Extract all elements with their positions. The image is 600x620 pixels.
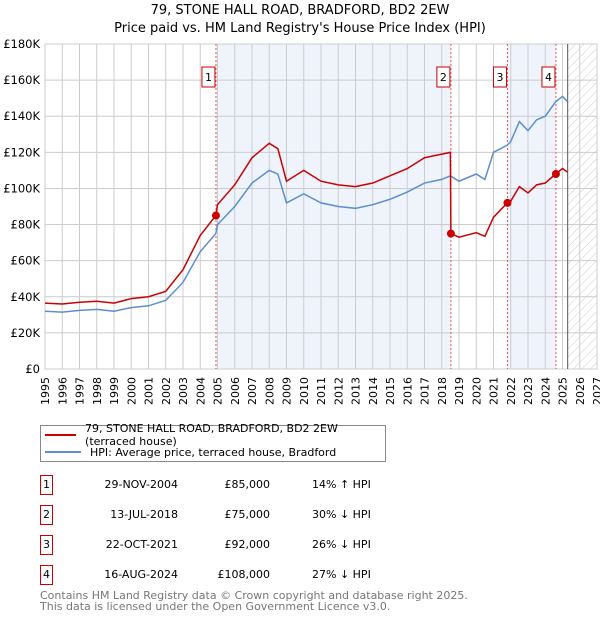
sale-hpi-diff: 26% ↓ HPI [312, 538, 371, 551]
sale-point [446, 229, 455, 238]
x-tick-label: 2026 [574, 377, 587, 405]
sale-date: 16-AUG-2024 [104, 568, 178, 581]
y-tick-label: £140K [3, 109, 40, 123]
x-tick-label: 2021 [488, 377, 501, 405]
sale-row: 3 22-OCT-2021 £92,000 26% ↓ HPI [40, 535, 440, 555]
x-tick-label: 2024 [539, 377, 552, 405]
y-tick-label: £100K [3, 181, 40, 195]
x-tick-label: 2003 [177, 377, 190, 405]
x-tick-label: 2019 [453, 377, 466, 405]
x-tick-label: 2000 [125, 377, 138, 405]
legend-label: 79, STONE HALL ROAD, BRADFORD, BD2 2EW (… [85, 422, 338, 448]
subtitle: Price paid vs. HM Land Registry's House … [114, 21, 486, 36]
property-price-line [44, 142, 569, 305]
legend-swatch [45, 434, 77, 436]
legend-swatch [45, 451, 81, 453]
x-tick-label: 1995 [39, 377, 52, 405]
x-tick-label: 2008 [263, 377, 276, 405]
sale-label: 1 [205, 71, 212, 84]
x-tick-label: 2015 [384, 377, 397, 405]
x-tick-label: 2014 [367, 377, 380, 405]
x-tick-label: 2018 [436, 377, 449, 405]
x-tick-label: 2009 [281, 377, 294, 405]
sale-label-box [201, 66, 216, 88]
x-tick-label: 2002 [160, 377, 173, 405]
x-tick-label: 2017 [419, 377, 432, 405]
sale-date: 13-JUL-2018 [110, 508, 178, 521]
legend: 79, STONE HALL ROAD, BRADFORD, BD2 2EW (… [40, 422, 386, 462]
sale-period-shade [215, 44, 451, 369]
sale-hpi-diff: 14% ↑ HPI [312, 478, 371, 491]
x-tick-label: 1998 [91, 377, 104, 405]
sale-period-shade [507, 44, 556, 369]
forecast-hatch [567, 44, 597, 369]
x-tick-label: 2012 [332, 377, 345, 405]
y-tick-label: £40K [11, 290, 41, 304]
footer-line: Contains HM Land Registry data © Crown c… [40, 589, 468, 602]
sale-label-box [492, 66, 507, 88]
x-tick-label: 2011 [315, 377, 328, 405]
x-tick-label: 2025 [557, 377, 570, 405]
y-tick-label: £180K [3, 37, 40, 51]
legend-item-property: 79, STONE HALL ROAD, BRADFORD, BD2 2EW (… [45, 422, 385, 448]
footer-line: This data is licensed under the Open Gov… [40, 600, 391, 613]
sale-point [551, 170, 560, 178]
x-tick-label: 1999 [108, 377, 121, 405]
sale-row: 1 29-NOV-2004 £85,000 14% ↑ HPI [40, 475, 440, 495]
x-tick-label: 2004 [194, 377, 207, 405]
sale-label: 3 [496, 71, 503, 84]
x-tick-label: 2020 [470, 377, 483, 405]
price-chart: 1995 1996 1997 1998 1999 2000 2001 2002 2003 2004… [3, 37, 600, 405]
y-tick-label: £60K [11, 254, 41, 268]
sale-row: 2 13-JUL-2018 £75,000 30% ↓ HPI [40, 505, 440, 525]
sale-price: £85,000 [224, 478, 271, 491]
y-tick-label: £20K [11, 326, 41, 340]
footer: Contains HM Land Registry data © Crown c… [40, 590, 468, 612]
y-tick-label: £80K [11, 218, 41, 232]
x-tick-label: 2022 [505, 377, 518, 405]
x-tick-label: 1997 [74, 377, 87, 405]
sale-date: 22-OCT-2021 [105, 538, 178, 551]
y-tick-label: £0 [25, 362, 40, 376]
legend-label: HPI: Average price, terraced house, Brad… [90, 445, 337, 459]
x-tick-label: 2007 [246, 377, 259, 405]
x-tick-label: 2006 [229, 377, 242, 405]
x-tick-label: 2013 [350, 377, 363, 405]
sale-point [211, 211, 220, 220]
chart-title: 79, STONE HALL ROAD, BRADFORD, BD2 2EW P… [0, 2, 600, 38]
title: 79, STONE HALL ROAD, BRADFORD, BD2 2EW [150, 3, 450, 18]
sale-badge: 3 [40, 535, 53, 555]
sale-hpi-diff: 27% ↓ HPI [312, 568, 371, 581]
sale-point [503, 198, 512, 207]
legend-item-hpi: HPI: Average price, terraced house, Brad… [45, 444, 336, 460]
sale-date: 29-NOV-2004 [104, 478, 178, 491]
sale-price: £92,000 [224, 538, 271, 551]
sale-badge: 2 [40, 505, 53, 525]
sale-badge: 1 [40, 475, 53, 495]
sale-hpi-diff: 30% ↓ HPI [312, 508, 371, 521]
x-tick-label: 2010 [298, 377, 311, 405]
x-tick-label: 2016 [401, 377, 414, 405]
sale-price: £75,000 [224, 508, 271, 521]
x-tick-label: 2023 [522, 377, 535, 405]
sale-label: 4 [545, 71, 552, 84]
x-tick-label: 2001 [143, 377, 156, 405]
sale-row: 4 16-AUG-2024 £108,000 27% ↓ HPI [40, 565, 440, 585]
sale-price: £108,000 [217, 568, 271, 581]
x-tick-label: 1996 [56, 377, 69, 405]
sale-label-box [436, 66, 451, 88]
sale-badge: 4 [40, 565, 53, 585]
plot-frame [44, 43, 598, 370]
hpi-line [44, 95, 569, 313]
sale-label: 2 [440, 71, 447, 84]
y-tick-label: £120K [3, 145, 40, 159]
x-tick-label: 2005 [212, 377, 225, 405]
sale-label-box [541, 66, 556, 88]
x-tick-label: 2027 [591, 377, 600, 405]
y-tick-label: £160K [3, 73, 40, 87]
